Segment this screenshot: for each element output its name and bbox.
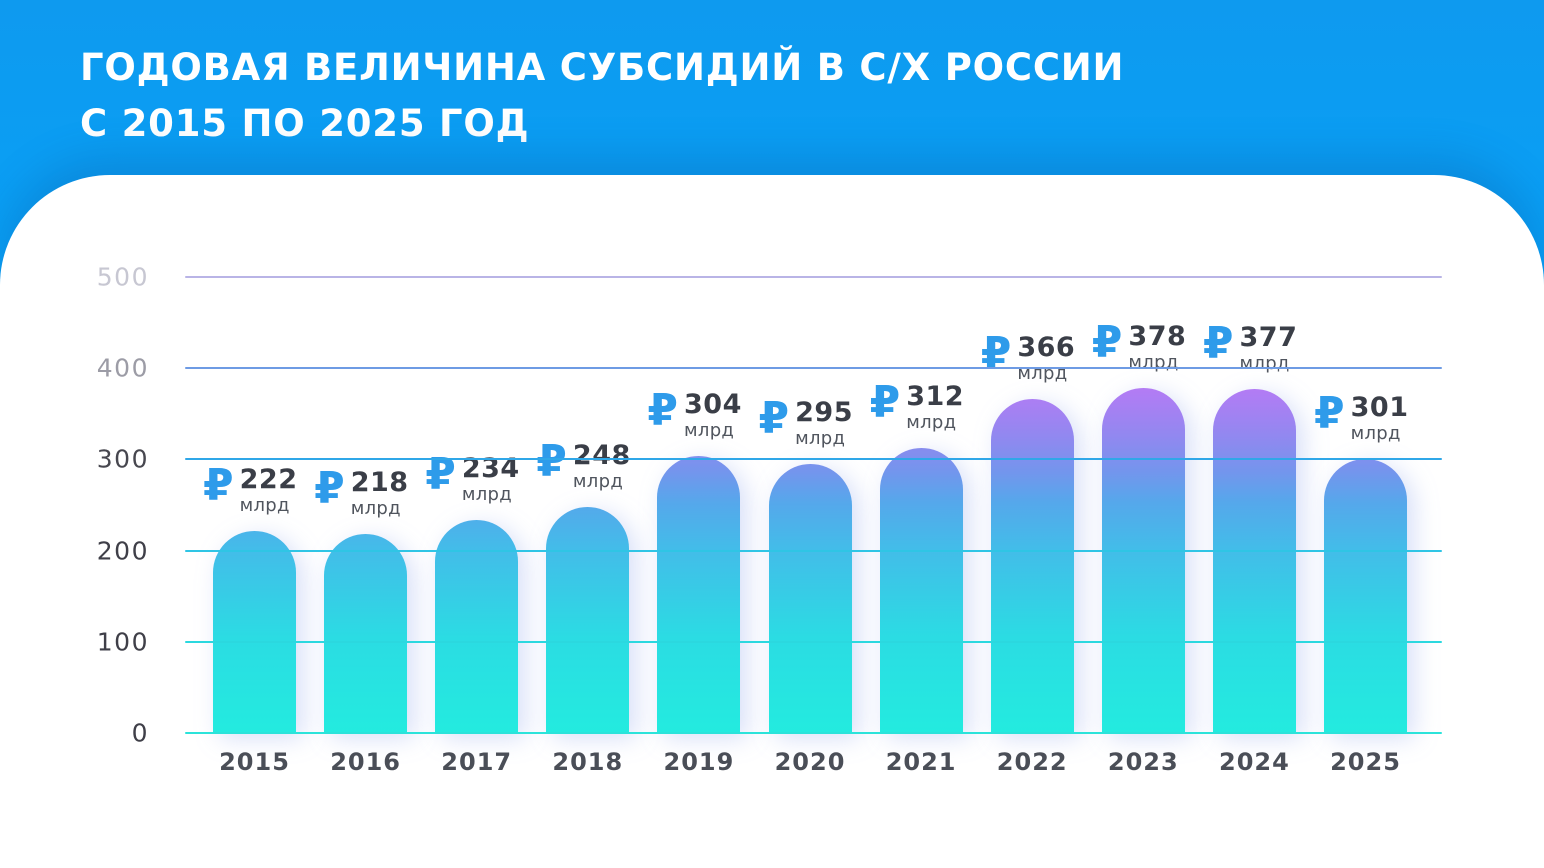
value-number: 295 [795,396,853,428]
y-tick-label-200: 200 [96,536,149,566]
value-number: 378 [1128,321,1187,353]
value-unit: млрд [239,494,290,516]
bar-2019 [657,455,741,733]
gridline-500: 500 [97,263,1442,292]
value-number: 377 [1239,322,1298,354]
x-axis-label-2021: 2021 [885,748,957,776]
gridline-200: 200 [97,536,1442,565]
value-label-2016: ₽218 млрд [314,463,409,520]
ruble-sign-icon: ₽ [758,392,790,444]
ruble-sign-icon: ₽ [425,448,456,500]
value-number: 248 [572,439,631,471]
y-tick-label-500: 500 [96,262,149,292]
y-tick-label-300: 300 [96,444,149,474]
gridline-400: 400 [97,354,1442,383]
value-unit: млрд [684,419,735,441]
gridline-0: 0 [132,719,1442,748]
value-number: 304 [684,388,742,420]
bar-column-2024: ₽377 млрд 2024 [1203,277,1297,776]
x-axis-label-2024: 2024 [1218,748,1290,776]
ruble-sign-icon: ₽ [536,435,567,487]
value-label-2020: ₽295 млрд [758,392,854,449]
ruble-sign-icon: ₽ [869,377,901,429]
value-unit: млрд [461,483,512,505]
value-label-2022: ₽366 млрд [981,331,1076,385]
value-number: 301 [1350,391,1409,423]
header: ГОДОВАЯ ВЕЛИЧИНА СУБСИДИЙ В С/Х РОССИИ С… [80,40,1484,151]
chart-card: ₽222 млрд 2015 ₽218 млрд 2016 ₽234 млрд 2017 ₽248… [0,175,1544,868]
value-label-2015: ₽222 млрд [203,459,298,516]
ruble-sign-icon: ₽ [1314,387,1345,439]
value-unit: млрд [795,427,846,449]
bar-2018 [546,506,630,733]
value-unit: млрд [1239,353,1290,375]
bar-2025 [1324,458,1407,733]
page-title-line-2: С 2015 ПО 2025 ГОД [80,101,530,145]
x-axis-label-2020: 2020 [774,748,846,776]
bar-column-2018: ₽248 млрд 2018 [536,277,630,776]
bar-2023 [1101,388,1185,733]
value-label-2018: ₽248 млрд [536,435,631,492]
x-axis-label-2025: 2025 [1330,748,1401,776]
x-axis-label-2017: 2017 [441,748,513,776]
value-label-2021: ₽312 млрд [869,377,965,434]
ruble-sign-icon: ₽ [647,384,679,436]
page-title: ГОДОВАЯ ВЕЛИЧИНА СУБСИДИЙ В С/Х РОССИИ С… [80,40,1484,151]
value-unit: млрд [906,412,957,434]
x-axis-label-2022: 2022 [996,748,1068,776]
bar-2020 [768,463,852,733]
bar-column-2015: ₽222 млрд 2015 [203,277,297,776]
bar-2022 [990,399,1074,733]
value-label-2025: ₽301 млрд [1314,387,1409,444]
bar-column-2019: ₽304 млрд 2019 [647,277,741,776]
plot-area: ₽222 млрд 2015 ₽218 млрд 2016 ₽234 млрд 2017 ₽248… [97,263,1442,776]
value-number: 218 [350,467,409,499]
ruble-sign-icon: ₽ [1091,317,1123,369]
bar-column-2016: ₽218 млрд 2016 [314,277,408,776]
ruble-sign-icon: ₽ [203,459,234,511]
bar-column-2025: ₽301 млрд 2025 [1314,277,1408,776]
bar-column-2023: ₽378 млрд 2023 [1092,277,1186,776]
bar-2016 [324,534,408,733]
value-unit: млрд [350,498,401,520]
bar-column-2020: ₽295 млрд 2020 [759,277,853,776]
bar-column-2022: ₽366 млрд 2022 [981,277,1075,776]
x-axis-label-2018: 2018 [552,748,624,776]
value-unit: млрд [1128,352,1179,374]
bars-container: ₽222 млрд 2015 ₽218 млрд 2016 ₽234 млрд 2017 ₽248… [185,277,1442,776]
x-axis-label-2019: 2019 [663,748,735,776]
bar-column-2017: ₽234 млрд 2017 [425,277,519,776]
value-label-2023: ₽378 млрд [1091,317,1187,374]
ruble-sign-icon: ₽ [314,463,345,515]
ruble-sign-icon: ₽ [1202,318,1234,370]
value-label-2019: ₽304 млрд [647,384,742,441]
x-axis-label-2016: 2016 [330,748,401,776]
value-unit: млрд [1350,422,1401,444]
value-number: 366 [1017,332,1076,364]
x-axis-label-2023: 2023 [1107,748,1179,776]
bar-2024 [1212,389,1296,733]
value-unit: млрд [1017,363,1068,385]
value-number: 222 [239,463,298,495]
gridline-100: 100 [97,627,1442,656]
x-axis-label-2015: 2015 [219,748,290,776]
gridline-300: 300 [97,445,1442,474]
bar-2021 [879,448,963,733]
y-tick-label-0: 0 [131,718,149,748]
value-label-2024: ₽377 млрд [1202,318,1298,375]
bar-2015 [213,530,296,733]
page-title-line-1: ГОДОВАЯ ВЕЛИЧИНА СУБСИДИЙ В С/Х РОССИИ [80,46,1125,89]
bar-2017 [435,519,519,733]
value-label-2017: ₽234 млрд [425,448,520,505]
bar-column-2021: ₽312 млрд 2021 [870,277,964,776]
y-tick-label-400: 400 [96,353,149,383]
y-tick-label-100: 100 [96,627,149,657]
value-number: 312 [906,381,965,413]
value-unit: млрд [572,470,624,492]
